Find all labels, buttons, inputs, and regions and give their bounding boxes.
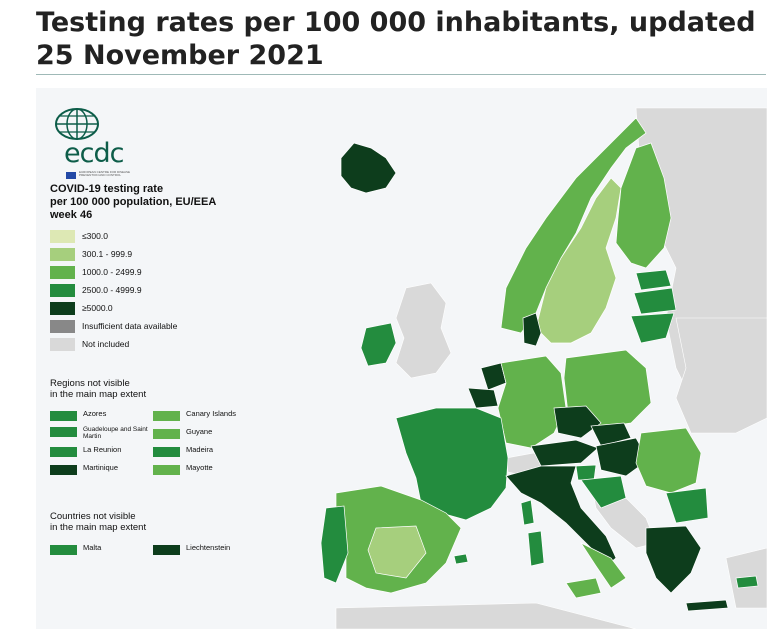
country-romania xyxy=(635,427,702,494)
country-item: Liechtenstein xyxy=(153,544,263,559)
region-item: Canary Islands xyxy=(153,410,263,425)
map-frame: ecdc EUROPEAN CENTRE FOR DISEASE PREVENT… xyxy=(36,88,767,629)
countries-title-line: Countries not visible xyxy=(50,511,136,522)
uk-britain xyxy=(395,282,452,379)
country-estonia xyxy=(635,269,672,291)
country-cyprus xyxy=(735,575,759,589)
country-ireland xyxy=(360,322,397,367)
country-swatch xyxy=(50,545,77,555)
legend-label: ≥5000.0 xyxy=(82,303,113,313)
country-denmark xyxy=(522,312,542,347)
country-hungary xyxy=(595,437,649,477)
region-swatch xyxy=(50,427,77,437)
legend-swatch xyxy=(50,230,75,243)
title-divider xyxy=(36,74,766,75)
countries-title: Countries not visible in the main map ex… xyxy=(50,511,210,533)
country-greece xyxy=(645,525,702,594)
legend-label: Not included xyxy=(82,339,130,349)
country-balearic xyxy=(453,553,469,565)
country-sardinia xyxy=(527,530,545,567)
country-czechia xyxy=(553,405,602,439)
country-item: Malta xyxy=(50,544,160,559)
region-swatch xyxy=(153,465,180,475)
legend-label: 2500.0 - 4999.9 xyxy=(82,285,142,295)
legend-title: COVID-19 testing rate per 100 000 popula… xyxy=(50,183,250,222)
country-italy xyxy=(505,465,617,567)
eu-flag-icon xyxy=(66,172,76,179)
country-iceland xyxy=(340,142,397,194)
region-item: La Reunion xyxy=(50,446,160,461)
country-croatia xyxy=(580,475,627,509)
region-item: Guyane xyxy=(153,428,263,443)
region-swatch xyxy=(153,447,180,457)
region-label: Mayotte xyxy=(186,463,213,472)
countries-title-line: in the main map extent xyxy=(50,522,147,533)
logo-wordmark: ecdc xyxy=(64,138,124,169)
region-swatch xyxy=(50,411,77,421)
country-corsica xyxy=(520,499,535,526)
country-label: Liechtenstein xyxy=(186,543,231,552)
legend-swatch xyxy=(50,338,75,351)
regions-title-line: Regions not visible xyxy=(50,378,130,389)
region-item: Azores xyxy=(50,410,160,425)
country-sweden xyxy=(535,177,622,344)
country-italy-south xyxy=(580,542,627,589)
country-slovenia xyxy=(575,464,597,481)
regions-title: Regions not visible in the main map exte… xyxy=(50,378,210,400)
region-label: Canary Islands xyxy=(186,409,237,418)
country-sicily xyxy=(565,577,602,599)
legend-swatch xyxy=(50,284,75,297)
country-belgium xyxy=(467,387,499,409)
ecdc-logo: ecdc EUROPEAN CENTRE FOR DISEASE PREVENT… xyxy=(52,108,142,179)
country-portugal xyxy=(320,505,349,584)
country-germany xyxy=(497,355,567,449)
legend-swatch xyxy=(50,266,75,279)
country-austria xyxy=(530,439,599,467)
country-bulgaria xyxy=(665,487,709,524)
page-title: Testing rates per 100 000 inhabitants, u… xyxy=(36,7,756,71)
region-item: Guadeloupe and Saint Martin xyxy=(50,426,160,441)
region-label: Guyane xyxy=(186,427,213,436)
country-norway xyxy=(500,117,647,334)
region-label: Azores xyxy=(83,409,107,418)
region-label: Guadeloupe and Saint Martin xyxy=(83,426,148,440)
region-item: Mayotte xyxy=(153,464,263,479)
legend-label: ≤300.0 xyxy=(82,231,108,241)
legend-swatch xyxy=(50,302,75,315)
legend-label: 300.1 - 999.9 xyxy=(82,249,133,259)
legend-swatch xyxy=(50,248,75,261)
country-spain-central xyxy=(367,525,427,579)
country-finland xyxy=(615,142,672,269)
region-swatch xyxy=(50,447,77,457)
regions-title-line: in the main map extent xyxy=(50,389,147,400)
region-swatch xyxy=(153,429,180,439)
country-crete xyxy=(685,599,729,612)
region-swatch xyxy=(50,465,77,475)
europe-map xyxy=(320,107,767,629)
region-label: Martinique xyxy=(83,463,119,472)
legend-label: Insufficient data available xyxy=(82,321,178,331)
country-lithuania xyxy=(630,312,675,344)
region-item: Madeira xyxy=(153,446,263,461)
eu-countries xyxy=(320,117,759,612)
legend-title-line: per 100 000 population, EU/EEA xyxy=(50,196,217,208)
region-label: Madeira xyxy=(186,445,214,454)
belarus-ukraine xyxy=(675,317,767,434)
country-swatch xyxy=(153,545,180,555)
north-africa xyxy=(335,602,637,629)
legend-swatch xyxy=(50,320,75,333)
country-slovakia xyxy=(590,422,632,447)
region-item: Martinique xyxy=(50,464,160,479)
legend-label: 1000.0 - 2499.9 xyxy=(82,267,142,277)
country-france xyxy=(395,407,509,521)
globe-logo-icon xyxy=(55,108,99,140)
logo-subtext: EUROPEAN CENTRE FOR DISEASE PREVENTION A… xyxy=(79,170,131,177)
country-label: Malta xyxy=(83,543,102,552)
legend-title-line: COVID-19 testing rate xyxy=(50,183,164,195)
country-latvia xyxy=(633,287,677,315)
region-swatch xyxy=(153,411,180,421)
region-label: La Reunion xyxy=(83,445,122,454)
legend-title-line: week 46 xyxy=(50,209,93,221)
